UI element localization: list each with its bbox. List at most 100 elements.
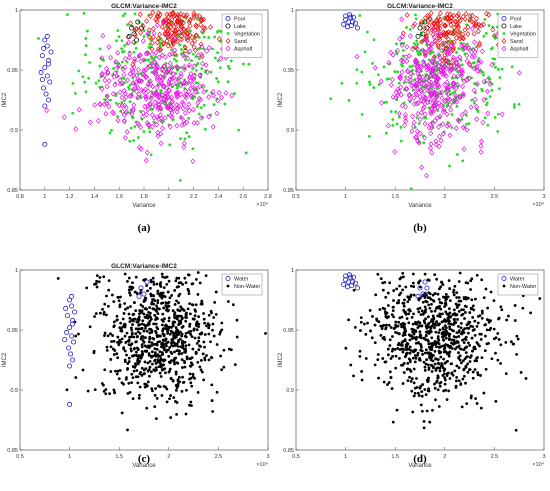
data-point bbox=[499, 362, 502, 365]
data-point bbox=[360, 378, 364, 382]
data-point bbox=[162, 54, 168, 60]
data-point bbox=[145, 50, 151, 57]
data-point bbox=[444, 79, 450, 86]
data-point bbox=[264, 332, 267, 335]
data-point bbox=[364, 357, 368, 360]
data-point bbox=[140, 373, 144, 377]
data-point bbox=[220, 321, 224, 325]
data-point bbox=[180, 341, 184, 345]
data-point bbox=[112, 300, 116, 303]
data-point bbox=[211, 410, 215, 413]
data-point bbox=[424, 310, 427, 314]
data-point bbox=[109, 332, 112, 336]
data-point bbox=[199, 51, 205, 58]
data-point bbox=[424, 334, 428, 338]
data-point bbox=[395, 92, 400, 99]
data-point bbox=[452, 288, 456, 292]
data-point bbox=[169, 50, 175, 57]
data-point bbox=[166, 65, 172, 72]
data-point bbox=[147, 353, 151, 357]
data-point bbox=[179, 66, 183, 69]
data-point bbox=[433, 18, 439, 25]
data-point bbox=[439, 307, 443, 311]
data-point bbox=[452, 293, 456, 297]
data-point bbox=[483, 349, 487, 353]
data-point bbox=[433, 292, 437, 295]
data-point bbox=[424, 338, 428, 342]
data-point bbox=[194, 55, 198, 59]
data-point bbox=[411, 356, 415, 360]
data-point bbox=[445, 351, 448, 354]
data-point bbox=[103, 331, 107, 335]
data-point bbox=[461, 159, 465, 163]
data-point bbox=[107, 304, 110, 308]
data-point bbox=[44, 33, 50, 39]
data-point bbox=[411, 68, 414, 72]
data-point bbox=[229, 92, 235, 99]
data-point bbox=[401, 334, 405, 337]
data-point bbox=[178, 82, 184, 89]
legend-entry: Pool bbox=[234, 17, 245, 23]
data-point bbox=[135, 19, 141, 25]
data-point bbox=[98, 64, 102, 68]
data-point bbox=[157, 47, 163, 54]
data-point bbox=[100, 32, 106, 39]
data-point bbox=[127, 381, 131, 385]
data-point bbox=[422, 94, 428, 101]
data-point bbox=[128, 139, 132, 143]
data-point bbox=[131, 80, 136, 86]
data-point bbox=[489, 61, 495, 68]
data-point bbox=[111, 334, 114, 337]
data-point bbox=[474, 103, 479, 110]
data-point bbox=[480, 309, 484, 313]
series-lake bbox=[415, 19, 430, 39]
data-point bbox=[167, 304, 171, 308]
data-point bbox=[153, 49, 159, 56]
data-point bbox=[127, 276, 131, 280]
data-point bbox=[121, 71, 127, 78]
data-point bbox=[160, 89, 163, 93]
x-axis-label: Variance bbox=[132, 203, 156, 209]
data-point bbox=[488, 319, 492, 323]
y-tick-label: 0.9 bbox=[286, 128, 294, 134]
data-point bbox=[147, 311, 150, 314]
data-point bbox=[455, 375, 459, 379]
data-point bbox=[486, 11, 492, 18]
data-point bbox=[493, 116, 497, 119]
data-point bbox=[150, 112, 155, 118]
data-point bbox=[179, 345, 183, 349]
data-point bbox=[71, 81, 75, 85]
series-water bbox=[62, 279, 150, 407]
data-point bbox=[347, 318, 351, 322]
data-point bbox=[178, 73, 184, 80]
data-point bbox=[174, 388, 178, 392]
data-point bbox=[464, 297, 468, 301]
data-point bbox=[418, 130, 423, 137]
data-point bbox=[424, 79, 430, 86]
data-point bbox=[457, 379, 461, 383]
data-point bbox=[464, 58, 470, 64]
data-point bbox=[88, 61, 91, 64]
data-point bbox=[424, 38, 430, 45]
data-point bbox=[94, 312, 98, 315]
data-point bbox=[416, 139, 422, 146]
y-tick-label: 1 bbox=[291, 8, 294, 14]
data-point bbox=[178, 43, 182, 47]
data-point bbox=[168, 113, 174, 119]
data-point bbox=[472, 61, 476, 64]
data-point bbox=[115, 49, 121, 56]
data-point bbox=[395, 408, 399, 412]
data-point bbox=[111, 110, 116, 117]
data-point bbox=[428, 292, 432, 296]
data-point bbox=[424, 25, 430, 31]
data-point bbox=[444, 296, 448, 300]
data-point bbox=[189, 381, 193, 385]
data-point bbox=[441, 29, 447, 36]
data-point bbox=[355, 81, 359, 85]
points-layer bbox=[341, 271, 542, 432]
data-point bbox=[207, 326, 211, 330]
data-point bbox=[133, 12, 137, 16]
data-point bbox=[133, 290, 137, 294]
data-point bbox=[368, 309, 372, 312]
